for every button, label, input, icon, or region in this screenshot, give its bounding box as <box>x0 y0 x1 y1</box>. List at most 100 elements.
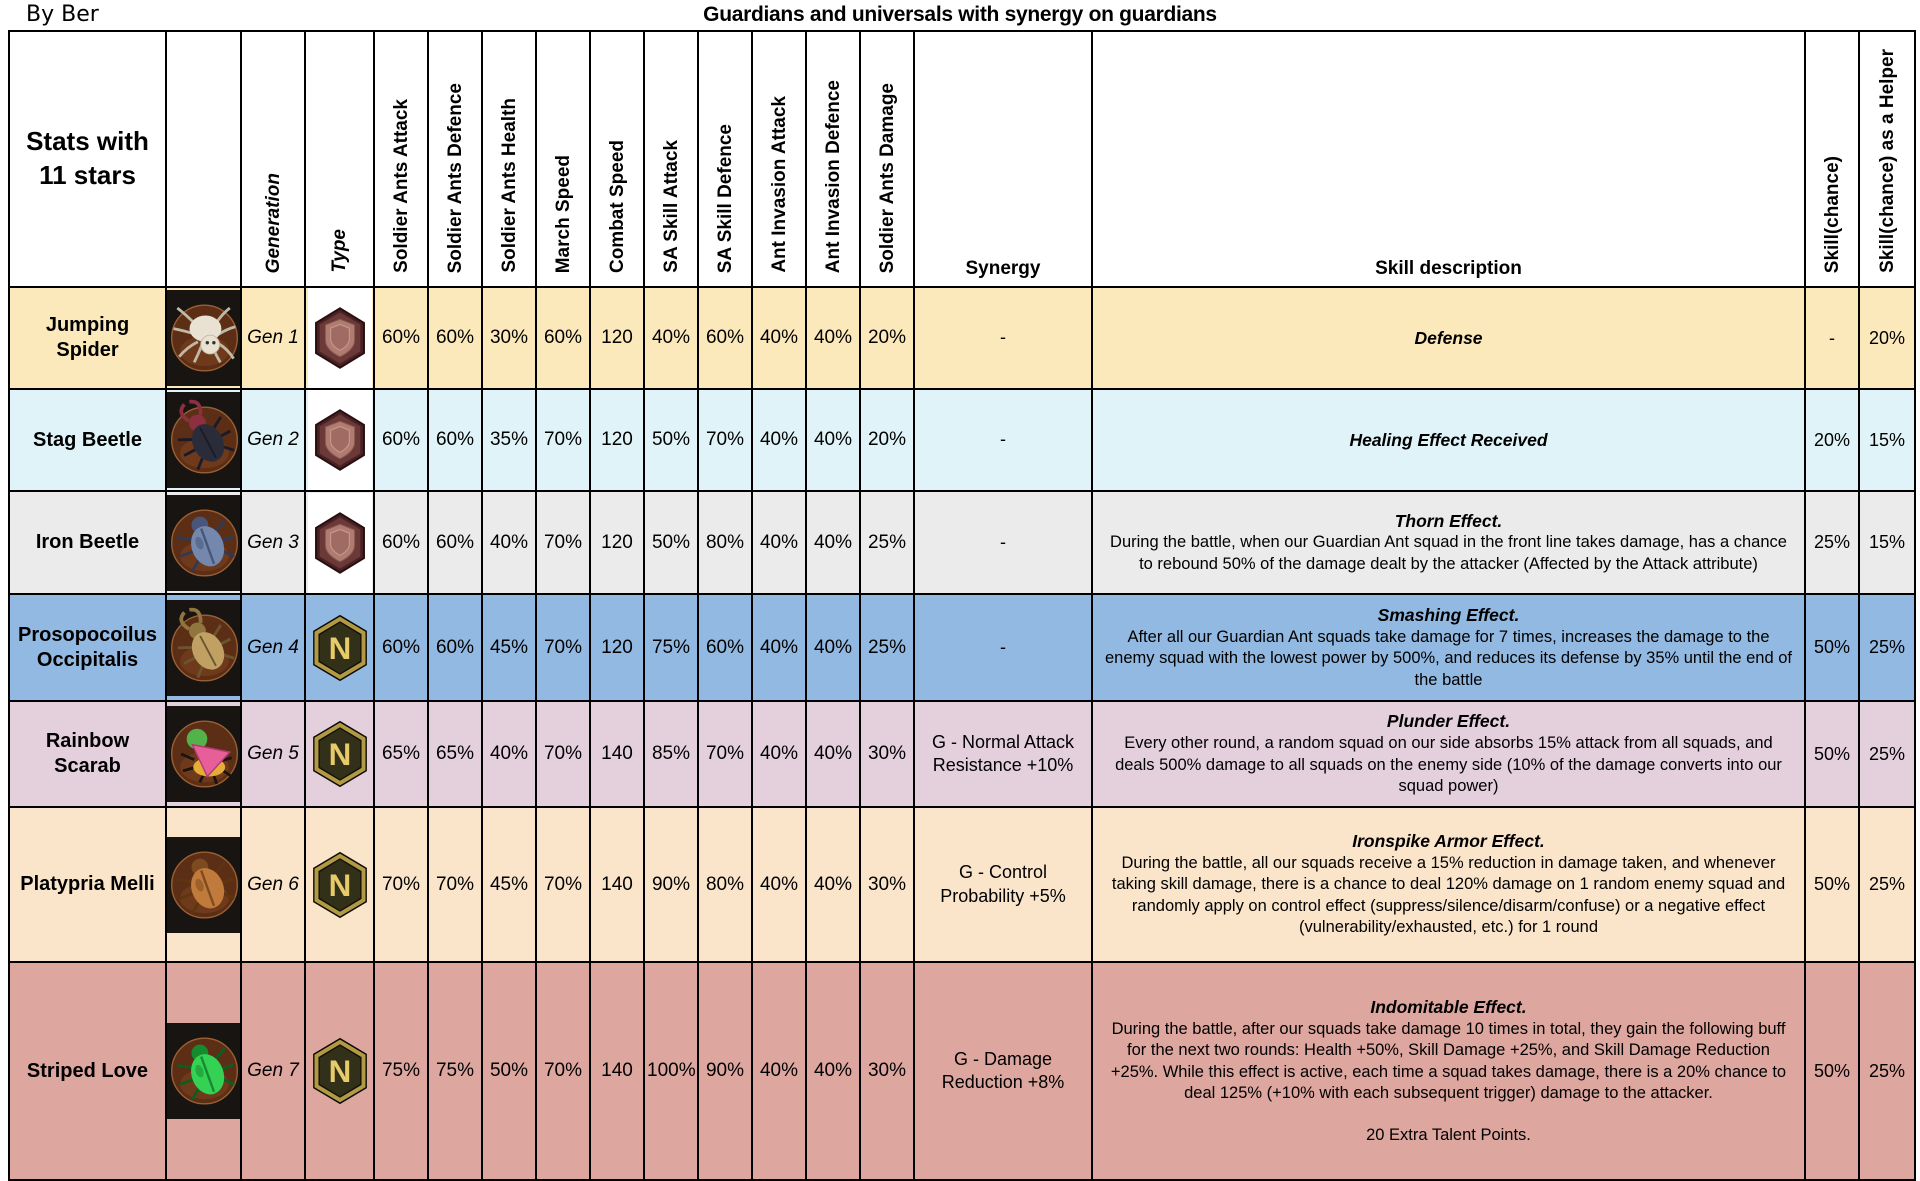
col-header-label: Soldier Ants Attack <box>390 99 412 273</box>
creature-name-cell: Striped Love <box>8 961 167 1181</box>
stat-cell-march-speed: 70% <box>535 806 591 963</box>
stat-cell-combat-speed: 140 <box>589 700 645 808</box>
stat-cell-sa-skill-defence: 60% <box>697 593 753 702</box>
skill-title: Defense <box>1414 327 1483 348</box>
col-header-synergy: Synergy <box>913 30 1093 288</box>
stat-cell-combat-speed: 120 <box>589 388 645 492</box>
skill-chance-cell: 50% <box>1804 593 1860 702</box>
skill-body: During the battle, when our Guardian Ant… <box>1110 533 1787 573</box>
type-cell <box>304 490 375 595</box>
generation-cell: Gen 5 <box>240 700 306 808</box>
skill-title: Plunder Effect. <box>1386 711 1511 732</box>
skill-description-cell: Defense <box>1091 286 1806 390</box>
stat-cell-sa-health: 45% <box>481 593 537 702</box>
col-header-label: SA Skill Attack <box>660 140 682 273</box>
stat-cell-sa-health: 35% <box>481 388 537 492</box>
generation-cell: Gen 7 <box>240 961 306 1181</box>
insect-image <box>168 839 239 930</box>
col-header-skill-description: Skill description <box>1091 30 1806 288</box>
col-header-type: Type <box>304 30 375 288</box>
col-header-sa-attack: Soldier Ants Attack <box>373 30 429 288</box>
col-header-sa-damage: Soldier Ants Damage <box>859 30 915 288</box>
col-header-label: Skill(chance) <box>1821 155 1843 273</box>
stat-cell-sa-health: 40% <box>481 490 537 595</box>
synergy-cell: - <box>913 490 1093 595</box>
stat-cell-sa-defence: 60% <box>427 388 483 492</box>
type-icon-box: N <box>308 835 372 935</box>
stat-cell-sa-damage: 25% <box>859 593 915 702</box>
stat-cell-sa-skill-defence: 90% <box>697 961 753 1181</box>
skill-chance-helper-cell: 25% <box>1858 961 1916 1181</box>
creature-name-cell: Iron Beetle <box>8 490 167 595</box>
creature-image-cell <box>165 700 242 808</box>
stat-cell-ant-invasion-defence: 40% <box>805 806 861 963</box>
stat-cell-sa-skill-attack: 75% <box>643 593 699 702</box>
stat-cell-sa-skill-attack: 100% <box>643 961 699 1181</box>
stat-cell-ant-invasion-attack: 40% <box>751 700 807 808</box>
col-header-ant-invasion-attack: Ant Invasion Attack <box>751 30 807 288</box>
stat-cell-march-speed: 70% <box>535 593 591 702</box>
synergy-cell: G - Normal Attack Resistance +10% <box>913 700 1093 808</box>
synergy-cell: - <box>913 286 1093 390</box>
type-icon-box: N <box>308 1021 372 1121</box>
synergy-cell: G - Damage Reduction +8% <box>913 961 1093 1181</box>
creature-image-cell <box>165 490 242 595</box>
skill-footer: 20 Extra Talent Points. <box>1366 1125 1531 1144</box>
skill-title: Healing Effect Received <box>1349 429 1548 450</box>
type-cell <box>304 286 375 390</box>
skill-chance-helper-cell: 25% <box>1858 806 1916 963</box>
universal-n-icon: N <box>312 720 367 788</box>
insect-image <box>168 497 239 588</box>
col-header-label: Combat Speed <box>606 139 628 273</box>
skill-body: After all our Guardian Ant squads take d… <box>1105 627 1793 689</box>
stat-cell-ant-invasion-attack: 40% <box>751 806 807 963</box>
stat-cell-sa-skill-attack: 50% <box>643 490 699 595</box>
stat-cell-ant-invasion-attack: 40% <box>751 593 807 702</box>
stat-cell-sa-skill-attack: 40% <box>643 286 699 390</box>
skill-description-cell: Healing Effect Received <box>1091 388 1806 492</box>
insect-image <box>168 602 239 693</box>
type-cell: N <box>304 700 375 808</box>
table-row: Platypria Melli Gen 6 N 70% 70% 45% 70% 140 90% 8… <box>8 806 1916 963</box>
stat-cell-sa-skill-attack: 50% <box>643 388 699 492</box>
col-header-label: Skill(chance) as a Helper <box>1876 49 1898 273</box>
skill-chance-helper-cell: 15% <box>1858 490 1916 595</box>
skill-body: During the battle, all our squads receiv… <box>1111 854 1786 937</box>
stat-cell-sa-defence: 75% <box>427 961 483 1181</box>
stat-cell-sa-skill-defence: 80% <box>697 490 753 595</box>
col-header-combat-speed: Combat Speed <box>589 30 645 288</box>
stat-cell-sa-attack: 70% <box>373 806 429 963</box>
table-row: Stag Beetle Gen 2 60% 60% 35% 70% 120 50% 70% 40%… <box>8 388 1916 492</box>
stat-cell-sa-health: 50% <box>481 961 537 1181</box>
stat-cell-sa-skill-defence: 80% <box>697 806 753 963</box>
type-cell <box>304 388 375 492</box>
creature-portrait <box>168 392 239 488</box>
creature-portrait <box>168 290 239 386</box>
stat-cell-sa-defence: 70% <box>427 806 483 963</box>
col-header-sa-health: Soldier Ants Health <box>481 30 537 288</box>
stat-cell-sa-damage: 30% <box>859 700 915 808</box>
skill-chance-cell: 20% <box>1804 388 1860 492</box>
col-header-label: Soldier Ants Health <box>498 98 520 273</box>
col-header-label: March Speed <box>552 154 574 273</box>
type-icon-box: N <box>308 704 372 804</box>
creature-image-cell <box>165 388 242 492</box>
col-header-label: Ant Invasion Attack <box>768 96 790 273</box>
type-cell: N <box>304 961 375 1181</box>
stat-cell-combat-speed: 120 <box>589 490 645 595</box>
stat-cell-combat-speed: 120 <box>589 593 645 702</box>
skill-title: Thorn Effect. <box>1394 510 1503 531</box>
author-credit: By Ber <box>26 2 99 27</box>
stat-cell-ant-invasion-attack: 40% <box>751 490 807 595</box>
stat-cell-sa-defence: 60% <box>427 286 483 390</box>
stat-cell-sa-attack: 60% <box>373 490 429 595</box>
stat-cell-ant-invasion-attack: 40% <box>751 286 807 390</box>
stat-cell-ant-invasion-attack: 40% <box>751 388 807 492</box>
table-row: Jumping Spider Gen 1 60% 60% 30% 60% 120 40% 60%… <box>8 286 1916 390</box>
stat-cell-sa-attack: 60% <box>373 286 429 390</box>
skill-description-cell: Ironspike Armor Effect. During the battle… <box>1091 806 1806 963</box>
stat-cell-sa-damage: 30% <box>859 961 915 1181</box>
creature-name-cell: Rainbow Scarab <box>8 700 167 808</box>
table-row: Striped Love Gen 7 N 75% 75% 50% 70% 140 100% 90%… <box>8 961 1916 1181</box>
skill-chance-cell: 50% <box>1804 961 1860 1181</box>
